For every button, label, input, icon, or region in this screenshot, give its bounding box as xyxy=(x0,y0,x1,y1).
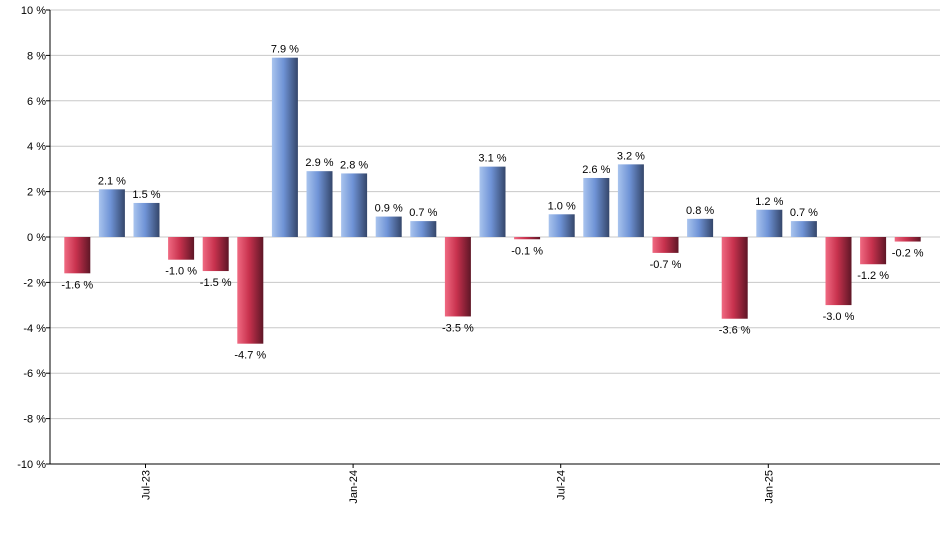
bar xyxy=(721,237,748,319)
bar-value-label: -3.5 % xyxy=(442,322,474,334)
y-tick-label: -2 % xyxy=(23,277,46,289)
bar xyxy=(168,237,195,260)
bar xyxy=(271,57,298,237)
bar xyxy=(583,177,610,237)
bar-value-label: 3.2 % xyxy=(617,150,645,162)
x-tick-label: Jul-23 xyxy=(141,470,153,500)
axes xyxy=(49,10,940,465)
bar-value-label: -1.0 % xyxy=(165,266,197,278)
bar xyxy=(479,166,506,237)
bar xyxy=(202,237,229,272)
bar-value-label: 1.2 % xyxy=(755,196,783,208)
bar-value-label: -1.6 % xyxy=(61,279,93,291)
bar xyxy=(514,237,541,240)
bar xyxy=(756,209,783,237)
bar xyxy=(64,237,91,274)
bar xyxy=(687,218,714,237)
bar-value-label: 7.9 % xyxy=(271,44,299,56)
bar-value-label: -0.1 % xyxy=(511,245,543,257)
bar xyxy=(98,189,125,237)
x-tick-label: Jan-24 xyxy=(348,470,360,504)
bar xyxy=(790,221,817,237)
bar xyxy=(133,202,160,237)
bar-value-label: 2.8 % xyxy=(340,159,368,171)
y-tick-label: 0 % xyxy=(27,232,46,244)
bar-value-labels: -1.6 % 2.1 % 1.5 % -1.0 %-1.5 % -4.7 % 7.9 % 2… xyxy=(61,44,923,362)
bar-value-label: 2.6 % xyxy=(582,164,610,176)
bar xyxy=(306,171,333,237)
y-tick-label: -6 % xyxy=(23,368,46,380)
bar xyxy=(860,237,887,265)
y-tick-label: 8 % xyxy=(27,50,46,62)
bar xyxy=(444,237,471,317)
x-tick-label: Jul-24 xyxy=(556,470,568,500)
bar-value-label: 3.1 % xyxy=(478,153,506,165)
x-tick-label: Jan-25 xyxy=(763,470,775,504)
bar-value-label: -4.7 % xyxy=(234,350,266,362)
bars xyxy=(64,57,921,344)
bar-value-label: 0.7 % xyxy=(790,207,818,219)
bar xyxy=(548,214,575,237)
bar-value-label: 1.5 % xyxy=(132,189,160,201)
bar-value-label: -0.2 % xyxy=(892,248,924,260)
bar xyxy=(825,237,852,306)
bar xyxy=(617,164,644,237)
y-tick-label: 6 % xyxy=(27,96,46,108)
bar-value-label: -1.5 % xyxy=(200,277,232,289)
bar-value-label: -3.6 % xyxy=(719,325,751,337)
bar-value-label: 0.9 % xyxy=(375,203,403,215)
bar-value-label: -3.0 % xyxy=(823,311,855,323)
y-tick-label: -10 % xyxy=(17,459,46,471)
bar-value-label: 2.9 % xyxy=(305,157,333,169)
bar-value-label: 1.0 % xyxy=(548,200,576,212)
bar xyxy=(341,173,368,237)
bar xyxy=(652,237,679,253)
bar-value-label: 0.8 % xyxy=(686,205,714,217)
bar-value-label: 2.1 % xyxy=(98,175,126,187)
bar-value-label: -1.2 % xyxy=(857,270,889,282)
y-tick-label: -8 % xyxy=(23,414,46,426)
y-tick-label: -4 % xyxy=(23,323,46,335)
x-axis-tick-labels: Jul-23 Jan-24 Jul-24 Jan-25 xyxy=(141,464,775,504)
bar xyxy=(410,221,437,237)
bar-value-label: 0.7 % xyxy=(409,207,437,219)
bar xyxy=(237,237,264,344)
bar-value-label: -0.7 % xyxy=(650,259,682,271)
y-tick-label: 10 % xyxy=(21,5,46,17)
bar xyxy=(375,216,402,237)
y-tick-label: 2 % xyxy=(27,187,46,199)
y-axis-tick-labels: 10 % 8 % 6 % 4 % 2 % 0 % -2 % -4 % -6 % -8 % -10 % xyxy=(17,5,46,471)
bar xyxy=(894,237,921,242)
y-tick-label: 4 % xyxy=(27,141,46,153)
